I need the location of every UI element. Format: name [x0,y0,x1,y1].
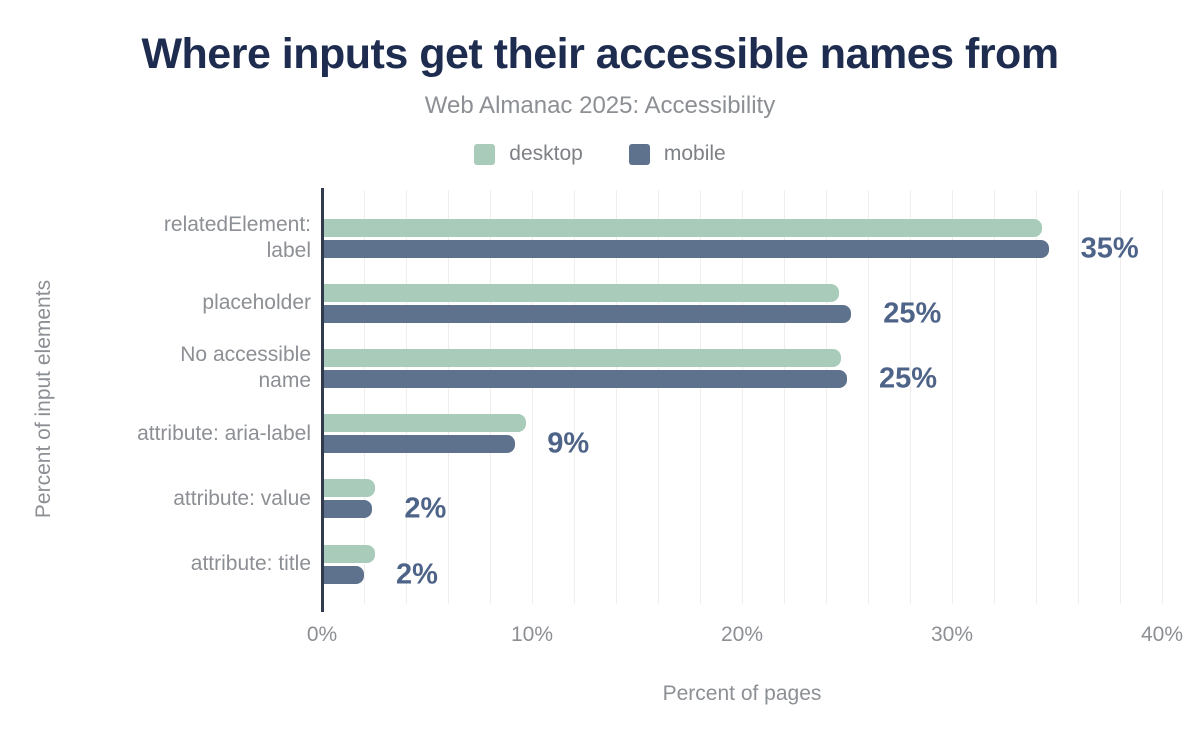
gridline [489,190,491,604]
bar-desktop [322,348,841,367]
legend-swatch-desktop-icon [474,143,496,165]
value-label: 25% [883,297,942,330]
gridline [657,190,659,604]
value-label: 2% [404,492,447,525]
category-label-line: attribute: value [173,486,311,510]
category-label-line: attribute: aria-label [137,421,311,445]
gridline [531,190,533,604]
chart-subtitle: Web Almanac 2025: Accessibility [424,92,776,119]
gridline [1035,190,1037,604]
category-label-line: name [258,369,311,393]
legend-item-mobile: mobile [628,142,726,166]
category-label: attribute: aria-label [137,421,311,447]
chart-row: relatedElement: label 35% [164,206,1162,271]
chart-row: attribute: aria-label 9% [137,401,1162,466]
bar-mobile [322,565,364,584]
bar-mobile [322,435,516,454]
bar-mobile [322,369,847,388]
bar-mobile [322,500,373,519]
gridline [825,190,827,604]
x-tick-label: 30% [930,623,974,646]
legend: desktop mobile [0,142,1200,166]
plot-area: Percent of pages relatedElement: label 35%… [137,188,1183,705]
value-label: 25% [879,362,938,395]
gridline [993,190,995,604]
x-tick-label: 10% [510,623,554,646]
legend-swatch-mobile-icon [628,143,650,165]
legend-label-desktop: desktop [509,142,583,165]
category-label: relatedElement: label [164,212,311,264]
category-label: No accessible name [180,342,311,394]
chart-row: placeholder 25% [202,271,1162,336]
bar-desktop [322,414,526,433]
bar-mobile [322,304,852,323]
x-tick-label: 40% [1140,623,1184,646]
x-tick-label: 20% [720,623,764,646]
legend-label-mobile: mobile [663,142,726,165]
category-label-line: No accessible [180,343,311,367]
gridline [951,190,953,604]
gridline [867,190,869,604]
bar-desktop [322,479,375,498]
x-axis-label: Percent of pages [662,682,822,705]
gridline [573,190,575,604]
gridline [1077,190,1079,604]
value-label: 9% [547,427,590,460]
y-axis-line [321,188,324,612]
category-label-line: relatedElement: [163,213,311,236]
bar-desktop [322,283,839,302]
chart-row: attribute: title 2% [191,532,1162,597]
bar-mobile [322,239,1049,258]
bar-desktop [322,218,1043,237]
category-label-line: placeholder [202,291,311,315]
category-label: attribute: title [191,551,311,577]
legend-item-desktop: desktop [474,142,583,166]
value-label: 35% [1080,232,1139,264]
bar-desktop [322,544,375,563]
gridline [1161,190,1163,604]
x-tick-label: 0% [306,623,338,646]
category-label-line: attribute: title [190,552,311,575]
gridline [405,190,407,604]
gridline [783,190,785,604]
gridline [741,190,743,604]
gridline [363,190,365,604]
chart-row: No accessible name 25% [180,336,1162,401]
chart-row: attribute: value 2% [173,466,1162,531]
gridline [1119,190,1121,604]
chart-title: Where inputs get their accessible names … [141,30,1059,78]
category-label-line: label [266,239,311,262]
category-label: attribute: value [173,486,311,512]
gridline [699,190,701,604]
y-axis-label: Percent of input elements [32,279,55,519]
category-label: placeholder [202,290,311,316]
value-label: 2% [396,558,438,590]
gridline [909,190,911,604]
gridline [447,190,449,604]
gridline [615,190,617,604]
